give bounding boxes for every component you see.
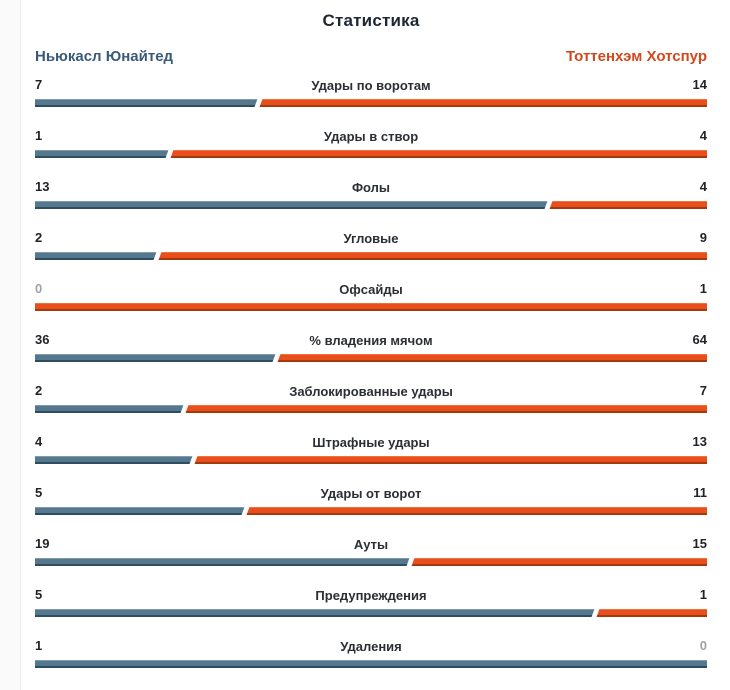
stat-line: 7 Удары по воротам 14 [35, 77, 707, 93]
home-bar-segment [35, 99, 259, 107]
stat-line: 5 Удары от ворот 11 [35, 485, 707, 501]
stat-row: 19 Ауты 15 [35, 524, 707, 575]
stat-row: 2 Угловые 9 [35, 218, 707, 269]
away-stat-value: 13 [692, 434, 707, 449]
home-team-name: Ньюкасл Юнайтед [35, 48, 174, 65]
away-stat-value: 4 [699, 128, 707, 143]
stat-bar [35, 608, 707, 618]
home-stat-value: 13 [35, 179, 50, 194]
stat-line: 36 % владения мячом 64 [35, 332, 707, 348]
home-stat-value: 1 [35, 638, 43, 653]
stat-row: 4 Штрафные удары 13 [35, 422, 707, 473]
away-stat-value: 7 [699, 383, 707, 398]
statistics-content: Статистика Ньюкасл Юнайтед Тоттенхэм Хот… [35, 0, 707, 677]
page-title: Статистика [322, 11, 420, 30]
stat-label: Заблокированные удары [289, 384, 453, 399]
bar-divider [254, 98, 264, 108]
stat-label: Штрафные удары [312, 435, 430, 450]
away-stat-value: 15 [692, 536, 707, 551]
stat-row: 0 Офсайды 1 [35, 269, 707, 320]
stats-list: 7 Удары по воротам 14 1 Удары в створ 4 … [35, 65, 707, 677]
stat-bar [35, 455, 707, 465]
stat-bar [35, 353, 707, 363]
stat-row: 1 Удаления 0 [35, 626, 707, 677]
home-bar-segment [35, 252, 158, 260]
away-stat-value: 1 [699, 281, 707, 296]
stat-line: 5 Предупреждения 1 [35, 587, 707, 603]
stat-line: 1 Удары в створ 4 [35, 128, 707, 144]
stat-row: 2 Заблокированные удары 7 [35, 371, 707, 422]
stat-line: 2 Заблокированные удары 7 [35, 383, 707, 399]
home-stat-value: 2 [35, 230, 43, 245]
stat-label: Предупреждения [315, 588, 427, 603]
stat-bar [35, 660, 707, 668]
stat-row: 7 Удары по воротам 14 [35, 65, 707, 116]
stat-bar [35, 98, 707, 108]
home-bar-segment [35, 609, 595, 617]
home-bar-segment [35, 456, 194, 464]
home-bar-segment [35, 558, 411, 566]
stat-label: Удары от ворот [320, 486, 422, 501]
stat-row: 5 Предупреждения 1 [35, 575, 707, 626]
home-bar-segment [35, 354, 277, 362]
stat-bar [35, 149, 707, 159]
away-stat-value: 1 [699, 587, 707, 602]
home-stat-value: 19 [35, 536, 50, 551]
home-stat-value: 7 [35, 77, 43, 92]
stat-label: Фолы [351, 180, 391, 195]
stat-line: 0 Офсайды 1 [35, 281, 707, 297]
home-bar-segment [35, 150, 170, 158]
away-stat-value: 0 [699, 638, 707, 653]
home-bar-segment [35, 660, 707, 668]
stat-line: 13 Фолы 4 [35, 179, 707, 195]
stat-line: 2 Угловые 9 [35, 230, 707, 246]
home-stat-value: 5 [35, 587, 43, 602]
stat-line: 1 Удаления 0 [35, 638, 707, 654]
stat-bar [35, 303, 707, 311]
stat-bar [35, 557, 707, 567]
away-stat-value: 4 [699, 179, 707, 194]
home-stat-value: 4 [35, 434, 43, 449]
home-bar-segment [35, 201, 549, 209]
home-stat-value: 0 [35, 281, 43, 296]
stat-bar [35, 251, 707, 261]
away-stat-value: 9 [699, 230, 707, 245]
stat-line: 4 Штрафные удары 13 [35, 434, 707, 450]
stat-row: 1 Удары в створ 4 [35, 116, 707, 167]
home-stat-value: 2 [35, 383, 43, 398]
away-stat-value: 11 [693, 485, 707, 500]
stat-bar [35, 506, 707, 516]
stat-label: Удары в створ [323, 129, 419, 144]
stat-bar [35, 200, 707, 210]
stat-bar [35, 404, 707, 414]
stat-label: Удары по воротам [311, 78, 431, 93]
away-stat-value: 64 [692, 332, 707, 347]
home-stat-value: 5 [35, 485, 43, 500]
away-team-name: Тоттенхэм Хотспур [565, 48, 707, 65]
teams-header: Ньюкасл Юнайтед Тоттенхэм Хотспур [35, 48, 707, 65]
away-stat-value: 14 [692, 77, 707, 92]
stat-line: 19 Ауты 15 [35, 536, 707, 552]
stat-label: Удаления [340, 639, 402, 654]
home-bar-segment [35, 405, 185, 413]
home-stat-value: 36 [35, 332, 50, 347]
stat-label: % владения мячом [309, 333, 433, 348]
stat-label: Угловые [343, 231, 399, 246]
stat-label: Офсайды [339, 282, 403, 297]
home-stat-value: 1 [35, 128, 43, 143]
home-bar-segment [35, 507, 245, 515]
stat-label: Ауты [353, 537, 389, 552]
stat-row: 5 Удары от ворот 11 [35, 473, 707, 524]
page-left-gutter [0, 0, 21, 690]
stat-row: 13 Фолы 4 [35, 167, 707, 218]
stat-row: 36 % владения мячом 64 [35, 320, 707, 371]
